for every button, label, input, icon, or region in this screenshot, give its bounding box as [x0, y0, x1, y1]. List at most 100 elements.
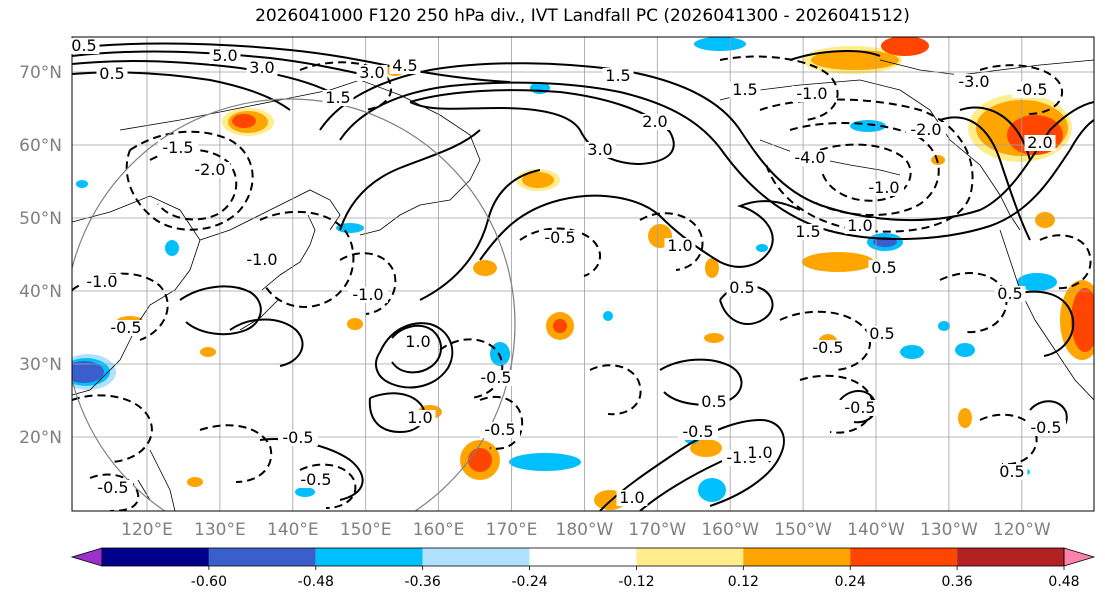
contour-label: -0.5	[476, 368, 516, 387]
contour-label-bg	[584, 142, 616, 158]
lon-label: 150°W	[774, 520, 832, 540]
contour-label: -0.5	[278, 428, 318, 447]
contour-label-text: 1.5	[325, 88, 350, 107]
contour-negative	[819, 143, 912, 202]
contour-label-text: -2.0	[910, 120, 941, 139]
lon-label: 130°E	[194, 520, 246, 540]
contour-label-text: 1.5	[795, 222, 820, 241]
contour-label-bg	[480, 422, 520, 438]
contour-positive	[599, 418, 785, 511]
colorbar-tick-label: -0.12	[618, 574, 654, 590]
contour-label: 3.0	[246, 58, 278, 77]
fill-patch	[802, 252, 874, 272]
contour-label: -0.5	[840, 398, 880, 417]
lon-label: 160°E	[413, 520, 465, 540]
colorbar-block	[102, 548, 209, 566]
contour-labels: 0.5 5.0 3.0 4.5 3.0 1.5 0.5 1.5 3.0 2.0 1.5 1.0 0.5 2…	[68, 36, 1066, 507]
contour-positive	[72, 60, 331, 93]
colorbar-block	[315, 548, 423, 566]
contour-label-text: -0.5	[544, 228, 575, 247]
colorbar-block	[850, 548, 958, 566]
contour-positive	[789, 50, 881, 61]
fill-patch	[200, 347, 216, 357]
fill-patch	[900, 345, 924, 359]
contour-label-bg	[744, 445, 776, 461]
contour-label-text: -0.5	[812, 338, 843, 357]
contour-label: 0.5	[868, 258, 900, 277]
contour-label-text: 1.0	[747, 443, 772, 462]
contour-positive	[409, 89, 675, 166]
coastline-asia	[72, 195, 201, 396]
coastline-aleutians	[759, 139, 901, 176]
colorbar-block	[208, 548, 316, 566]
map-title: 2026041000 F120 250 hPa div., IVT Landfa…	[255, 6, 910, 26]
contour-label-text: 1.0	[619, 488, 644, 507]
contour-label-bg	[296, 472, 336, 488]
contour-label-bg	[726, 280, 758, 296]
coastline-siberia	[119, 79, 481, 236]
colorbar-extension-high	[1063, 547, 1096, 567]
contour-label: -0.5	[1012, 80, 1052, 99]
contour-label-bg	[808, 340, 848, 356]
contour-negative	[799, 374, 874, 434]
contour-label-text: -0.5	[1030, 418, 1061, 437]
fill-patch	[347, 318, 363, 330]
contour-label: 1.0	[744, 443, 776, 462]
contour-label: 3.0	[584, 140, 616, 159]
fill-patch	[955, 343, 975, 357]
contour-label-text: 0.5	[871, 258, 896, 277]
divergence-contours	[72, 42, 1094, 511]
contour-label-bg	[402, 334, 434, 350]
contour-label-bg	[322, 90, 354, 106]
contour-label-bg	[356, 65, 388, 81]
contour-label-bg	[389, 58, 421, 74]
contour-label-bg	[729, 82, 761, 98]
map-border	[71, 36, 1095, 512]
contour-label: 0.5	[994, 284, 1026, 303]
contour-label: -1.0	[348, 285, 388, 304]
contour-label: -0.5	[93, 478, 133, 497]
lat-label: 20°N	[19, 428, 62, 448]
contour-label-bg	[602, 68, 634, 84]
lon-label: 160°W	[701, 520, 759, 540]
contour-negative	[979, 64, 1063, 115]
contour-label-text: -0.5	[1016, 80, 1047, 99]
colorbar-tick-label: 0.36	[942, 574, 973, 590]
contour-label-text: 3.0	[359, 63, 384, 82]
contour-label: 1.0	[404, 408, 436, 427]
contour-label-bg	[664, 238, 696, 254]
contour-label-bg	[209, 48, 241, 64]
contour-label-bg	[106, 320, 146, 336]
range-circle	[72, 98, 516, 511]
contour-label-bg	[1026, 420, 1066, 436]
contour-label: -1.5	[158, 138, 198, 157]
contour-label-bg	[540, 230, 580, 246]
contour-label: 1.5	[322, 88, 354, 107]
lon-label: 120°E	[121, 520, 173, 540]
fill-patch	[1017, 273, 1057, 291]
contour-label: -3.0	[954, 72, 994, 91]
contour-negative	[979, 413, 1038, 466]
contour-negative	[259, 210, 355, 308]
colorbar-tick-label: 0.24	[835, 574, 866, 590]
contour-label: -0.5	[540, 228, 580, 247]
contour-negative	[339, 252, 397, 315]
contour-negative	[589, 364, 642, 416]
contour-negative	[439, 338, 504, 399]
contour-negative	[789, 122, 940, 217]
lon-label: 130°W	[920, 520, 978, 540]
contour-label-bg	[678, 424, 718, 440]
contour-label-text: 3.0	[249, 58, 274, 77]
colorbar-outline	[101, 547, 1065, 567]
fill-patch	[522, 172, 554, 188]
contour-positive	[419, 169, 541, 301]
contour-label: 5.0	[209, 46, 241, 65]
lon-label: 170°W	[628, 520, 686, 540]
fill-patch	[336, 223, 364, 233]
coastline-alaska	[719, 79, 1021, 231]
map-area	[72, 37, 1094, 511]
contour-label-text: 0.5	[999, 462, 1024, 481]
contour-negative	[939, 272, 1008, 334]
lat-label: 70°N	[19, 63, 62, 83]
contour-label-text: 0.5	[997, 284, 1022, 303]
